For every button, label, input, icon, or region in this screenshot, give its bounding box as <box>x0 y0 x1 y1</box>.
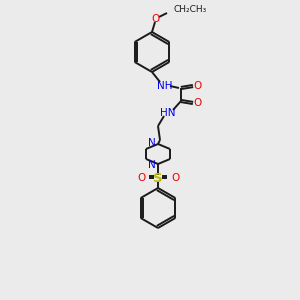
Text: N: N <box>148 160 156 170</box>
Text: HN: HN <box>160 108 176 118</box>
Text: O: O <box>193 98 201 108</box>
Text: O: O <box>152 14 160 24</box>
Text: S: S <box>153 172 163 184</box>
Text: O: O <box>171 173 179 183</box>
Text: NH: NH <box>157 81 173 91</box>
Text: CH₂CH₃: CH₂CH₃ <box>173 5 206 14</box>
Text: O: O <box>137 173 145 183</box>
Text: O: O <box>193 81 201 91</box>
Text: N: N <box>148 138 156 148</box>
